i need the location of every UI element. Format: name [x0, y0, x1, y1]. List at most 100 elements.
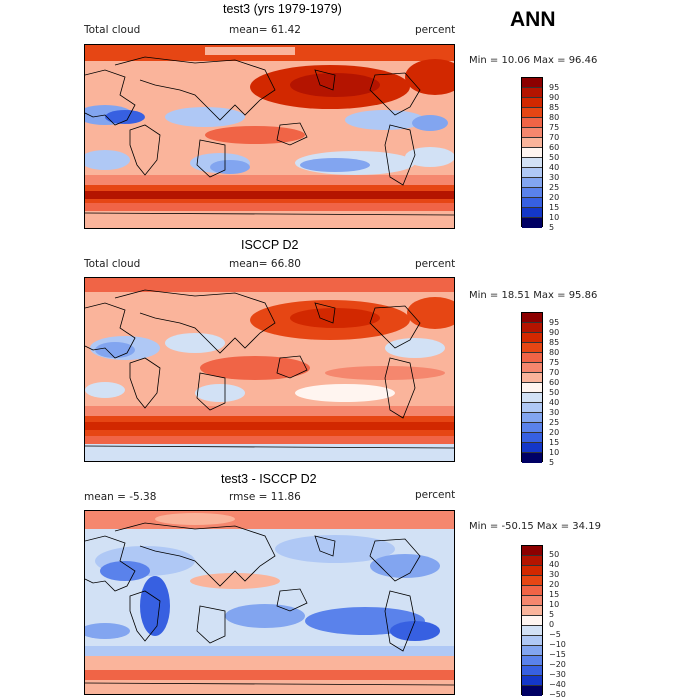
colorbar-tick-label: −40	[549, 680, 566, 689]
panel-2-colorbar	[521, 312, 543, 463]
colorbar-swatch	[522, 646, 542, 656]
colorbar-swatch	[522, 656, 542, 666]
colorbar-swatch	[522, 218, 542, 228]
colorbar-tick-label: 25	[549, 418, 560, 427]
panel-1-map-graphic	[85, 45, 454, 228]
colorbar-swatch	[522, 666, 542, 676]
colorbar-swatch	[522, 98, 542, 108]
panel-3-title: test3 - ISCCP D2	[221, 472, 317, 486]
colorbar-tick-label: 40	[549, 398, 560, 407]
panel-1-units-label: percent	[415, 24, 456, 36]
colorbar-tick-label: 5	[549, 610, 555, 619]
colorbar-tick-label: 10	[549, 448, 560, 457]
panel-3-map-graphic	[85, 511, 454, 694]
colorbar-swatch	[522, 606, 542, 616]
colorbar-tick-label: 30	[549, 408, 560, 417]
colorbar-swatch	[522, 373, 542, 383]
colorbar-tick-label: 20	[549, 428, 560, 437]
colorbar-swatch	[522, 423, 542, 433]
colorbar-tick-label: 95	[549, 83, 560, 92]
colorbar-tick-label: 75	[549, 123, 560, 132]
colorbar-tick-label: 15	[549, 203, 560, 212]
colorbar-swatch	[522, 433, 542, 443]
panel-3-minmax: Min = -50.15 Max = 34.19	[469, 521, 601, 532]
colorbar-swatch	[522, 333, 542, 343]
colorbar-tick-label: 10	[549, 213, 560, 222]
colorbar-swatch	[522, 566, 542, 576]
colorbar-swatch	[522, 138, 542, 148]
panel-3-colorbar	[521, 545, 543, 696]
panel-2-map	[84, 277, 455, 462]
colorbar-tick-label: 75	[549, 358, 560, 367]
panel-1-mean-label: mean= 61.42	[229, 24, 301, 36]
colorbar-tick-label: 20	[549, 193, 560, 202]
colorbar-tick-label: −10	[549, 640, 566, 649]
colorbar-swatch	[522, 198, 542, 208]
panel-2-variable-label: Total cloud	[84, 258, 141, 270]
colorbar-tick-label: 95	[549, 318, 560, 327]
colorbar-swatch	[522, 596, 542, 606]
panel-1-map	[84, 44, 455, 229]
colorbar-tick-label: 60	[549, 378, 560, 387]
colorbar-tick-label: 15	[549, 438, 560, 447]
colorbar-tick-label: 80	[549, 113, 560, 122]
colorbar-swatch	[522, 413, 542, 423]
colorbar-tick-label: 5	[549, 458, 555, 467]
colorbar-tick-label: 25	[549, 183, 560, 192]
colorbar-swatch	[522, 393, 542, 403]
colorbar-tick-label: 90	[549, 328, 560, 337]
colorbar-tick-label: −30	[549, 670, 566, 679]
colorbar-swatch	[522, 453, 542, 463]
colorbar-tick-label: 40	[549, 163, 560, 172]
colorbar-swatch	[522, 108, 542, 118]
season-label: ANN	[510, 8, 556, 31]
colorbar-swatch	[522, 118, 542, 128]
colorbar-swatch	[522, 323, 542, 333]
colorbar-tick-label: −15	[549, 650, 566, 659]
colorbar-swatch	[522, 546, 542, 556]
colorbar-swatch	[522, 168, 542, 178]
colorbar-swatch	[522, 158, 542, 168]
colorbar-swatch	[522, 353, 542, 363]
colorbar-swatch	[522, 616, 542, 626]
colorbar-swatch	[522, 78, 542, 88]
colorbar-swatch	[522, 178, 542, 188]
colorbar-swatch	[522, 128, 542, 138]
colorbar-tick-label: 70	[549, 368, 560, 377]
panel-3-units-label: percent	[415, 489, 456, 501]
colorbar-tick-label: 0	[549, 620, 555, 629]
panel-3-mean-label: mean = -5.38	[84, 491, 157, 503]
colorbar-swatch	[522, 556, 542, 566]
colorbar-swatch	[522, 383, 542, 393]
colorbar-swatch	[522, 576, 542, 586]
colorbar-swatch	[522, 188, 542, 198]
colorbar-swatch	[522, 443, 542, 453]
panel-2-map-graphic	[85, 278, 454, 461]
colorbar-tick-label: 40	[549, 560, 560, 569]
colorbar-tick-label: 60	[549, 143, 560, 152]
panel-1-title: test3 (yrs 1979-1979)	[223, 2, 342, 16]
panel-1-variable-label: Total cloud	[84, 24, 141, 36]
colorbar-tick-label: 20	[549, 580, 560, 589]
panel-1-colorbar	[521, 77, 543, 228]
panel-3-rmse-label: rmse = 11.86	[229, 491, 301, 503]
colorbar-tick-label: 50	[549, 550, 560, 559]
colorbar-swatch	[522, 686, 542, 696]
colorbar-tick-label: 10	[549, 600, 560, 609]
colorbar-tick-label: 50	[549, 388, 560, 397]
colorbar-tick-label: −5	[549, 630, 561, 639]
colorbar-tick-label: 80	[549, 348, 560, 357]
colorbar-tick-label: −50	[549, 690, 566, 699]
panel-2-minmax: Min = 18.51 Max = 95.86	[469, 290, 598, 301]
colorbar-tick-label: 5	[549, 223, 555, 232]
panel-2-title: ISCCP D2	[241, 238, 299, 252]
colorbar-tick-label: 30	[549, 173, 560, 182]
colorbar-swatch	[522, 313, 542, 323]
colorbar-swatch	[522, 363, 542, 373]
colorbar-tick-label: 15	[549, 590, 560, 599]
panel-2-mean-label: mean= 66.80	[229, 258, 301, 270]
colorbar-tick-label: 50	[549, 153, 560, 162]
colorbar-tick-label: 90	[549, 93, 560, 102]
colorbar-swatch	[522, 636, 542, 646]
colorbar-tick-label: 85	[549, 103, 560, 112]
